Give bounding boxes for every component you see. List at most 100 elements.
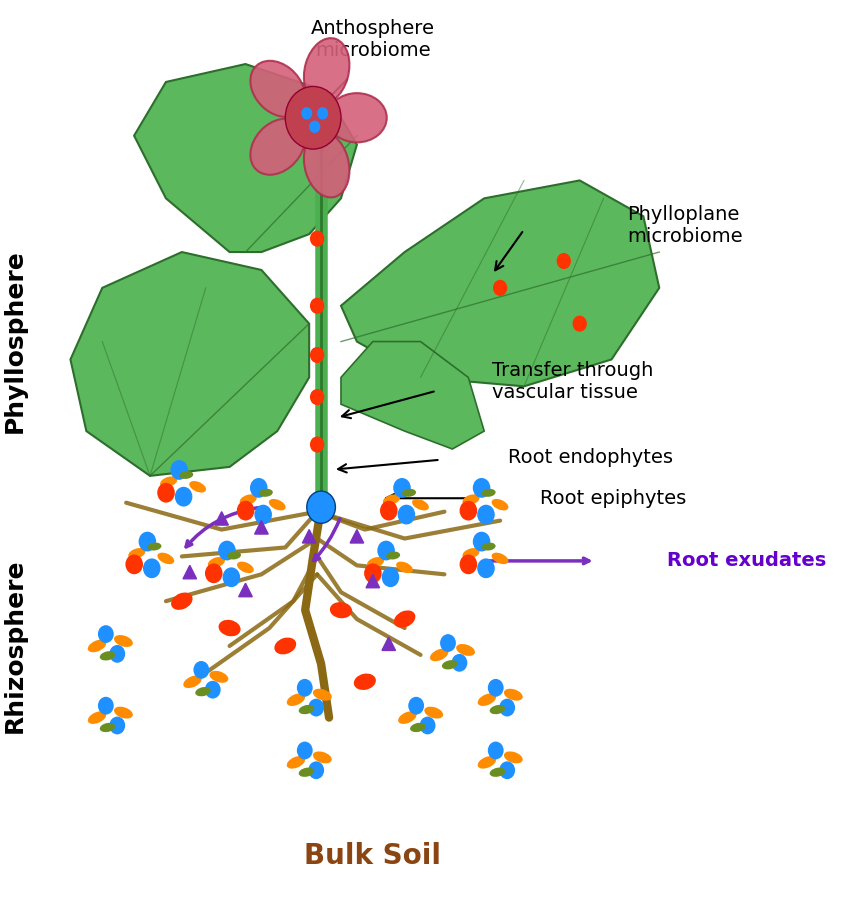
- Ellipse shape: [304, 132, 350, 198]
- Circle shape: [452, 654, 467, 672]
- Circle shape: [460, 554, 477, 574]
- Circle shape: [174, 487, 192, 506]
- Ellipse shape: [100, 723, 116, 732]
- Ellipse shape: [462, 494, 480, 506]
- Ellipse shape: [259, 489, 273, 497]
- Polygon shape: [302, 530, 316, 543]
- Circle shape: [170, 460, 188, 480]
- Circle shape: [310, 347, 324, 363]
- Ellipse shape: [269, 499, 286, 510]
- Circle shape: [473, 478, 490, 497]
- Ellipse shape: [394, 611, 415, 628]
- Ellipse shape: [442, 660, 458, 669]
- Ellipse shape: [482, 489, 495, 497]
- Circle shape: [488, 679, 504, 697]
- Circle shape: [125, 554, 143, 574]
- Ellipse shape: [129, 548, 146, 559]
- Ellipse shape: [88, 711, 106, 724]
- Ellipse shape: [430, 648, 448, 661]
- Circle shape: [310, 436, 324, 453]
- Ellipse shape: [398, 711, 417, 724]
- Ellipse shape: [287, 693, 306, 706]
- Circle shape: [223, 568, 240, 587]
- Ellipse shape: [250, 61, 305, 117]
- Circle shape: [139, 532, 157, 551]
- Ellipse shape: [330, 602, 352, 618]
- Circle shape: [205, 563, 223, 583]
- Ellipse shape: [237, 561, 254, 573]
- Circle shape: [460, 501, 477, 521]
- Text: Rhizosphere: Rhizosphere: [3, 559, 26, 733]
- Circle shape: [237, 501, 254, 521]
- Circle shape: [310, 298, 324, 313]
- Text: Root exudates: Root exudates: [667, 551, 826, 570]
- Ellipse shape: [227, 551, 241, 559]
- Ellipse shape: [240, 494, 257, 506]
- Circle shape: [377, 541, 395, 560]
- Ellipse shape: [492, 552, 508, 564]
- Circle shape: [143, 559, 161, 578]
- Polygon shape: [134, 64, 357, 252]
- Text: Bulk Soil: Bulk Soil: [305, 841, 442, 870]
- Circle shape: [557, 253, 571, 269]
- Polygon shape: [183, 566, 197, 579]
- Circle shape: [285, 86, 341, 149]
- Ellipse shape: [287, 756, 306, 769]
- Ellipse shape: [386, 551, 400, 559]
- Circle shape: [297, 679, 312, 697]
- Circle shape: [317, 107, 328, 119]
- Circle shape: [308, 699, 324, 717]
- Circle shape: [477, 559, 494, 578]
- Ellipse shape: [147, 542, 162, 550]
- Circle shape: [98, 625, 114, 643]
- Circle shape: [488, 742, 504, 760]
- Polygon shape: [214, 512, 228, 525]
- Ellipse shape: [492, 499, 508, 510]
- Circle shape: [397, 505, 415, 524]
- Ellipse shape: [425, 707, 443, 718]
- Circle shape: [573, 315, 587, 331]
- Polygon shape: [341, 180, 660, 386]
- Ellipse shape: [160, 477, 177, 488]
- Polygon shape: [71, 252, 309, 476]
- Polygon shape: [239, 584, 252, 596]
- Circle shape: [310, 231, 324, 247]
- Ellipse shape: [367, 557, 384, 568]
- Circle shape: [110, 645, 125, 663]
- Ellipse shape: [189, 481, 206, 492]
- Ellipse shape: [250, 119, 305, 175]
- Circle shape: [500, 699, 515, 717]
- Circle shape: [98, 697, 114, 715]
- Circle shape: [250, 478, 267, 497]
- Ellipse shape: [114, 707, 133, 718]
- Ellipse shape: [402, 489, 416, 497]
- Ellipse shape: [299, 705, 314, 714]
- Circle shape: [477, 505, 494, 524]
- Ellipse shape: [327, 93, 386, 143]
- Circle shape: [308, 762, 324, 779]
- Ellipse shape: [195, 687, 211, 696]
- Ellipse shape: [383, 494, 400, 506]
- Polygon shape: [341, 341, 484, 449]
- Ellipse shape: [183, 675, 202, 688]
- Ellipse shape: [456, 644, 475, 656]
- Circle shape: [380, 501, 397, 521]
- Circle shape: [310, 389, 324, 405]
- Text: Transfer through
vascular tissue: Transfer through vascular tissue: [492, 361, 654, 402]
- Circle shape: [306, 491, 335, 524]
- Ellipse shape: [171, 593, 192, 610]
- Ellipse shape: [209, 671, 228, 682]
- Ellipse shape: [504, 689, 523, 700]
- Ellipse shape: [489, 705, 505, 714]
- Circle shape: [157, 483, 174, 503]
- Ellipse shape: [219, 620, 241, 637]
- Ellipse shape: [313, 752, 332, 763]
- Ellipse shape: [208, 557, 225, 568]
- Ellipse shape: [304, 38, 350, 104]
- Circle shape: [297, 742, 312, 760]
- Circle shape: [408, 697, 424, 715]
- Ellipse shape: [274, 638, 296, 655]
- Ellipse shape: [180, 471, 193, 479]
- Text: Phylloplane
microbiome: Phylloplane microbiome: [627, 205, 743, 246]
- Circle shape: [420, 717, 436, 735]
